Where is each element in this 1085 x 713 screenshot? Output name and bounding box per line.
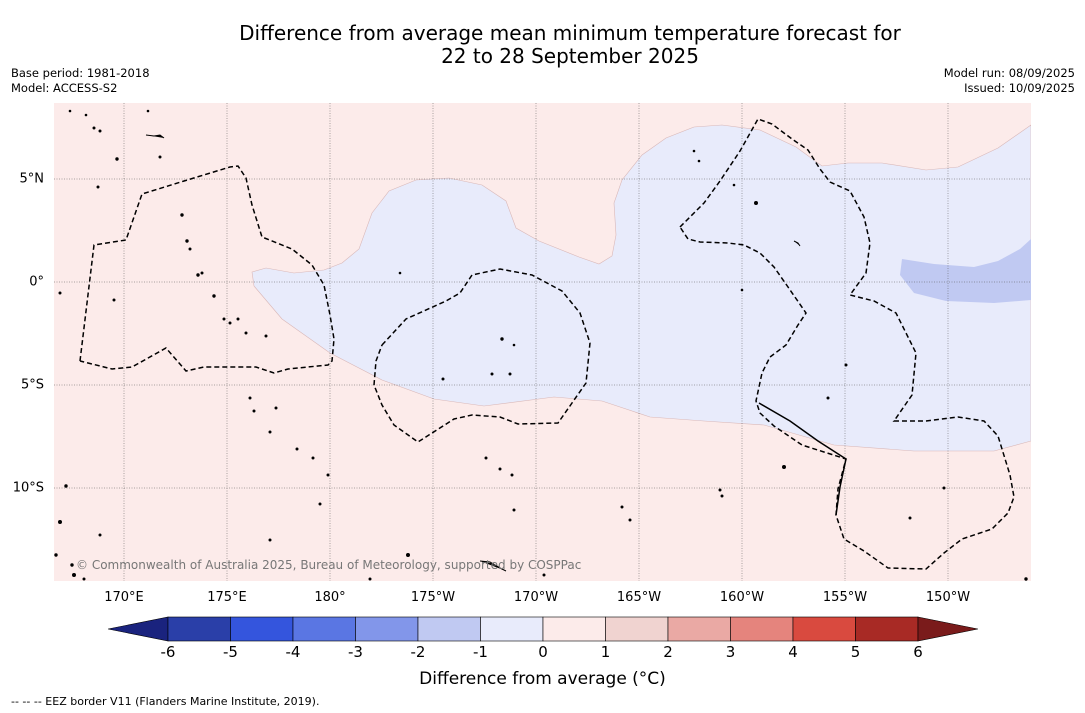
colorbar-over-extension <box>917 616 978 642</box>
x-tick-label: 180° <box>314 590 346 605</box>
x-tick-label: 160°W <box>719 590 765 605</box>
colorbar-bin <box>292 616 356 642</box>
y-tick-label: 0° <box>29 274 44 290</box>
colorbar-bin <box>355 616 419 642</box>
colorbar-tick-label: 1 <box>600 643 611 661</box>
cool-anomaly-core <box>900 239 1031 303</box>
colorbar-under-extension <box>108 616 169 642</box>
x-tick-label: 155°W <box>822 590 868 605</box>
colorbar-bin <box>667 616 731 642</box>
colorbar-bin <box>730 616 794 642</box>
colorbar-tick-label: 2 <box>663 643 673 661</box>
colorbar-tick-label: -2 <box>410 643 426 661</box>
colorbar-bin <box>167 616 231 642</box>
issued-date: Issued: 10/09/2025 <box>964 81 1075 95</box>
colorbar-bin <box>792 616 856 642</box>
gridlines <box>54 103 1031 581</box>
colorbar-tick-label: 3 <box>725 643 736 661</box>
colorbar <box>108 616 978 642</box>
base-period: Base period: 1981-2018 <box>11 66 150 80</box>
eez-legend-footnote: -- -- -- EEZ border V11 (Flanders Marine… <box>11 695 320 708</box>
y-tick-label: 5°N <box>19 171 45 187</box>
x-tick-label: 175°E <box>207 590 247 605</box>
colorbar-bin <box>605 616 669 642</box>
colorbar-bin <box>855 616 919 642</box>
meta-right: Model run: 08/09/2025 Issued: 10/09/2025 <box>944 66 1075 96</box>
meta-left: Base period: 1981-2018 Model: ACCESS-S2 <box>11 66 150 96</box>
eez-borders <box>79 118 1015 570</box>
colorbar-tick-label: -3 <box>348 643 363 661</box>
model-name: Model: ACCESS-S2 <box>11 81 118 95</box>
colorbar-tick-label: 0 <box>538 643 548 661</box>
colorbar-tick-label: -6 <box>160 643 176 661</box>
islands <box>54 109 1028 581</box>
title-line-1: Difference from average mean minimum tem… <box>239 21 901 45</box>
colorbar-tick-label: -1 <box>473 643 488 661</box>
x-tick-label: 170°W <box>513 590 559 605</box>
model-run: Model run: 08/09/2025 <box>943 66 1075 80</box>
chart-title: Difference from average mean minimum tem… <box>0 22 1085 68</box>
colorbar-tick-label: 5 <box>850 643 861 661</box>
colorbar-tick-label: 6 <box>913 643 923 661</box>
eez-solid-borders <box>758 402 847 516</box>
x-tick-label: 170°E <box>104 590 144 605</box>
colorbar-label: Difference from average (°C) <box>419 669 666 689</box>
forecast-map <box>54 103 1031 581</box>
x-tick-label: 150°W <box>925 590 971 605</box>
cool-anomaly-region <box>251 124 1031 452</box>
x-tick-label: 175°W <box>410 590 456 605</box>
y-tick-label: 10°S <box>12 480 44 496</box>
colorbar-tick-label: -5 <box>223 643 238 661</box>
colorbar-bin <box>542 616 606 642</box>
x-tick-label: 165°W <box>616 590 662 605</box>
copyright-notice: © Commonwealth of Australia 2025, Bureau… <box>76 558 582 572</box>
title-line-2: 22 to 28 September 2025 <box>441 44 699 68</box>
colorbar-tick-label: 4 <box>788 643 798 661</box>
colorbar-bin <box>230 616 294 642</box>
y-tick-label: 5°S <box>20 377 44 393</box>
colorbar-bin <box>480 616 544 642</box>
colorbar-bin <box>417 616 481 642</box>
colorbar-tick-label: -4 <box>285 643 301 661</box>
